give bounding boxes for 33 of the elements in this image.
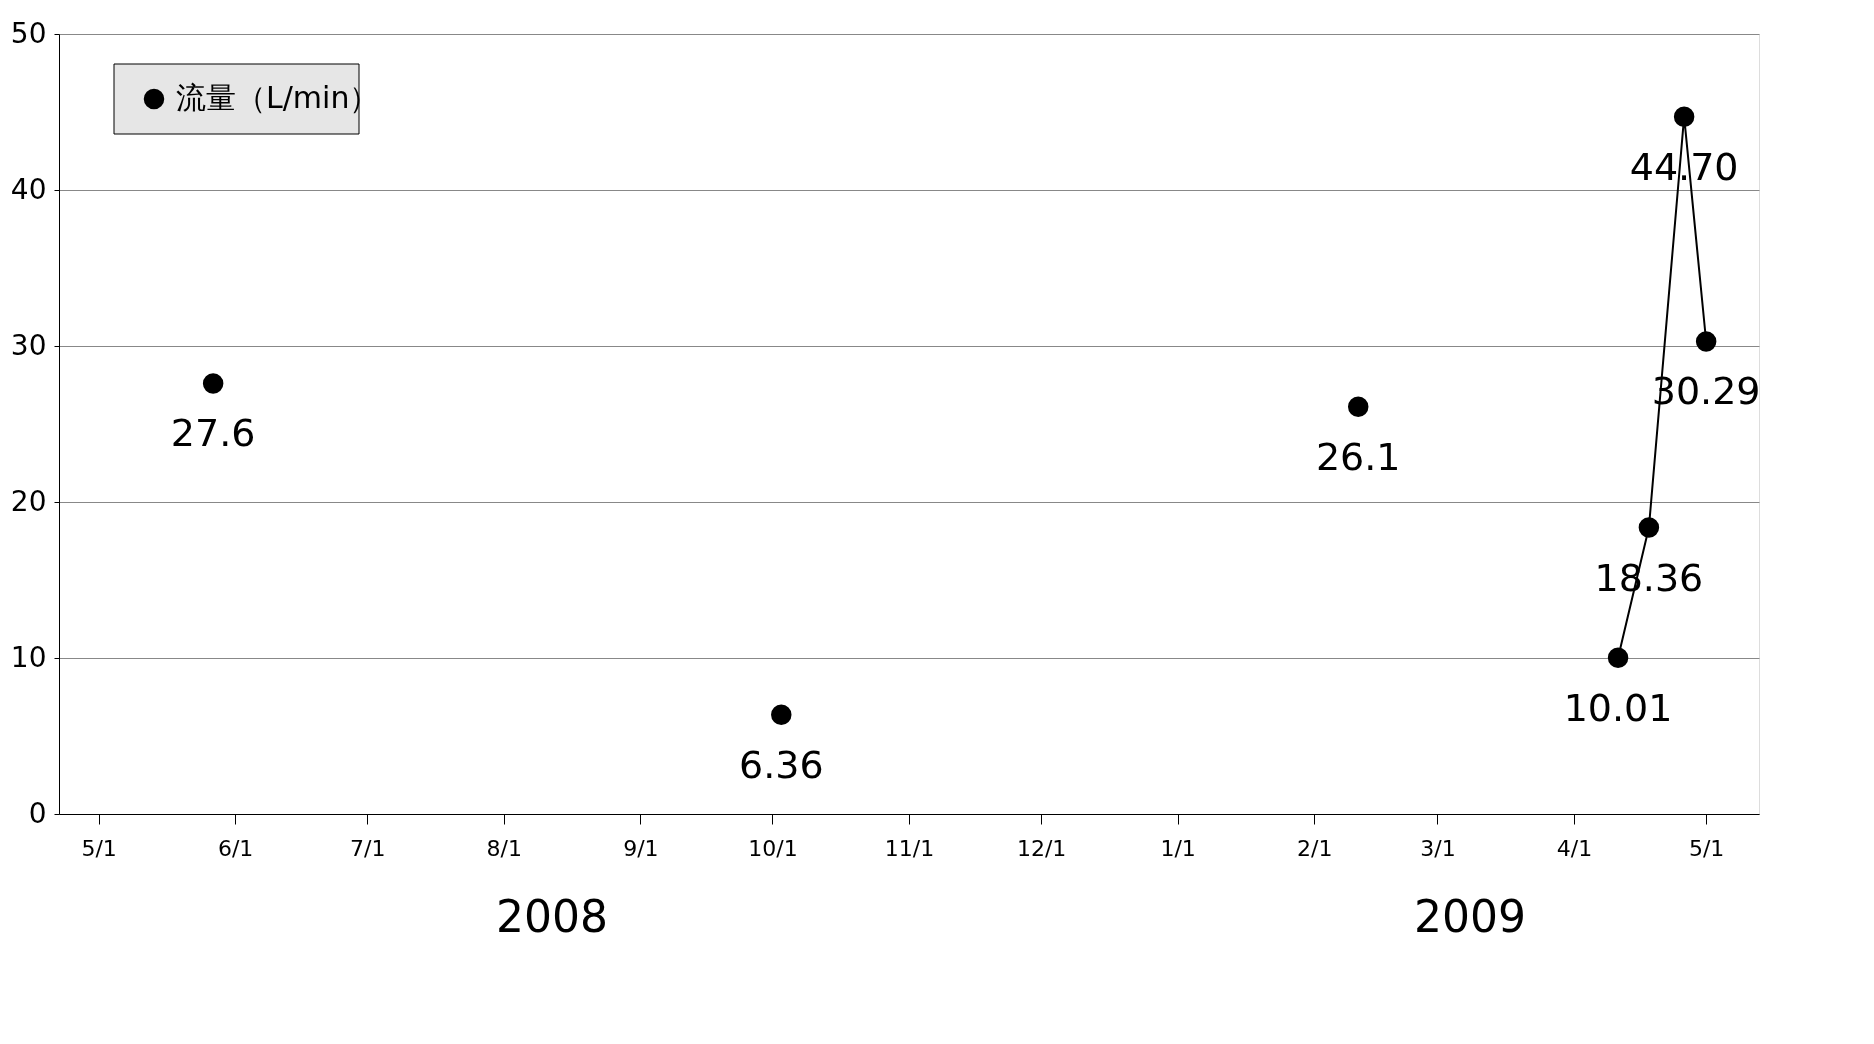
y-tick-label: 20	[10, 484, 47, 518]
point	[1347, 396, 1369, 418]
x-tick-label: 3/1	[1420, 835, 1456, 861]
x-tick-label: 4/1	[1556, 835, 1593, 861]
x-tick-label: 5/1	[81, 835, 117, 861]
x-tick-label: 6/1	[217, 835, 254, 861]
data-label: 27.6	[170, 411, 256, 456]
y-tick-label: 10	[10, 640, 47, 674]
data-label: 6.36	[738, 742, 824, 787]
x-tick-label: 11/1	[884, 835, 935, 861]
data-label: 26.1	[1315, 434, 1401, 479]
x-tick-label: 9/1	[623, 835, 659, 861]
x-tick-label: 12/1	[1016, 835, 1067, 861]
point	[202, 373, 224, 394]
text: 2008	[496, 891, 608, 942]
x-tick-label: 7/1	[350, 835, 386, 861]
text: 2009	[1414, 891, 1526, 942]
point	[1673, 106, 1695, 127]
legend-label: 流量（L/min）	[176, 80, 380, 115]
x-tick-label: 10/1	[748, 835, 798, 861]
x-tick-label: 2/1	[1296, 835, 1333, 861]
x-tick-label: 5/1	[1688, 835, 1725, 861]
y-tick-label: 40	[10, 172, 47, 206]
point	[1695, 331, 1717, 352]
y-tick-label: 30	[10, 328, 47, 362]
data-label: 10.01	[1563, 685, 1673, 730]
x-tick-label: 8/1	[486, 835, 523, 861]
point	[1638, 517, 1660, 538]
point	[771, 704, 792, 726]
point	[1607, 647, 1629, 669]
y-tick-label: 0	[28, 796, 47, 830]
x-tick-label: 1/1	[1160, 835, 1196, 861]
y-tick-label: 50	[10, 16, 47, 50]
